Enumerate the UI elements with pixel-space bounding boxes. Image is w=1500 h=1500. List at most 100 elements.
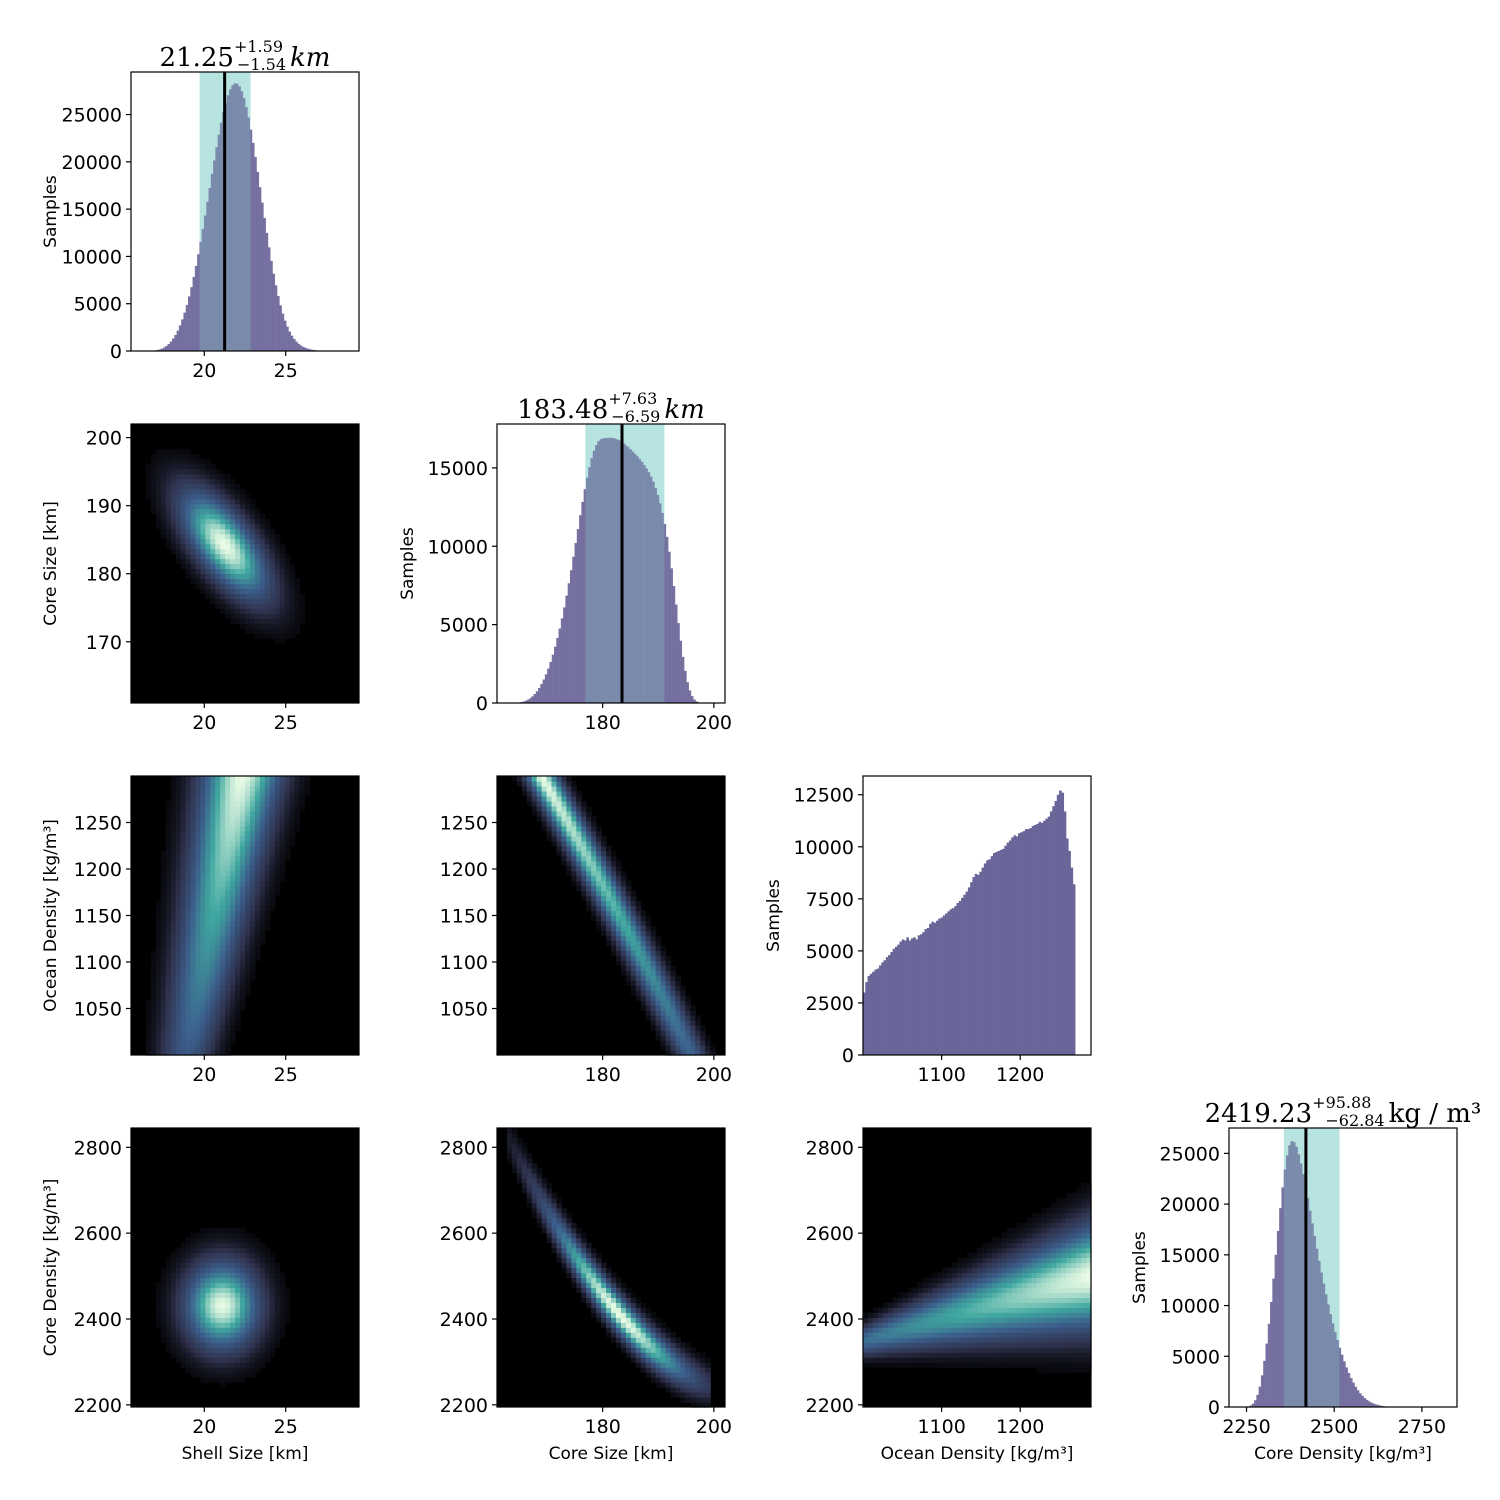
heatmap-cell: [210, 1030, 216, 1036]
y-tick-label: 0: [476, 693, 488, 715]
histogram-bar: [672, 586, 676, 703]
heatmap-cell: [630, 1297, 637, 1303]
heatmap-cell: [695, 1392, 701, 1398]
heatmap-cell: [1016, 1302, 1023, 1308]
heatmap-cell: [516, 1137, 523, 1144]
heatmap-cell: [531, 1162, 538, 1169]
heatmap-cell: [269, 1352, 276, 1358]
heatmap-cell: [200, 900, 206, 907]
heatmap-cell: [927, 1287, 933, 1294]
heatmap-cell: [907, 1362, 914, 1368]
heatmap-cell: [932, 1272, 938, 1279]
heatmap-cell: [165, 955, 172, 961]
heatmap-cell: [240, 845, 246, 852]
histogram-bar: [983, 863, 987, 1055]
histogram-bar: [881, 962, 884, 1055]
heatmap-cell: [264, 1332, 271, 1338]
heatmap-cell: [245, 920, 251, 927]
heatmap-cell: [576, 855, 582, 862]
heatmap-cell: [249, 578, 256, 585]
heatmap-cell: [240, 960, 246, 966]
heatmap-cell: [1001, 1347, 1008, 1353]
heatmap-cell: [240, 1287, 246, 1294]
heatmap-cell: [660, 980, 667, 986]
heatmap-cell: [155, 920, 162, 927]
histogram-bar: [240, 91, 244, 351]
heatmap-cell: [279, 558, 286, 565]
heatmap-cell: [225, 473, 231, 480]
heatmap-cell: [195, 573, 201, 580]
heatmap-cell: [259, 1347, 266, 1353]
heatmap-cell: [155, 1282, 162, 1289]
heatmap-cell: [235, 558, 241, 565]
heatmap-cell: [170, 1045, 177, 1051]
heatmap-cell: [645, 1327, 652, 1333]
heatmap-cell: [596, 1252, 602, 1259]
heatmap-cell: [259, 835, 266, 842]
heatmap-cell: [215, 1045, 221, 1051]
heatmap-cell: [952, 1307, 958, 1313]
heatmap-cell: [210, 1357, 216, 1363]
heatmap-cell: [521, 1177, 528, 1184]
histogram-bar: [967, 887, 971, 1055]
heatmap-cell: [294, 598, 301, 604]
heatmap-cell: [205, 920, 211, 927]
heatmap-cell: [546, 785, 553, 792]
heatmap-cell: [596, 1282, 602, 1289]
heatmap-cell: [170, 895, 177, 902]
heatmap-cell: [566, 790, 572, 797]
heatmap-cell: [185, 498, 192, 505]
heatmap-cell: [655, 970, 662, 976]
heatmap-cell: [155, 1010, 162, 1016]
heatmap-cell: [220, 523, 226, 530]
heatmap-cell: [210, 1267, 216, 1274]
heatmap-cell: [215, 1297, 221, 1303]
histogram-bar: [1006, 842, 1010, 1055]
heatmap-cell: [274, 1267, 281, 1274]
heatmap-cell: [195, 1347, 201, 1353]
histogram-bar: [263, 217, 266, 351]
heatmap-cell: [210, 965, 216, 971]
heatmap-cell: [249, 1332, 256, 1338]
heatmap-cell: [670, 970, 677, 976]
heatmap-cell: [1026, 1362, 1033, 1368]
heatmap-cell: [240, 528, 246, 535]
heatmap-cell: [225, 1247, 231, 1254]
heatmap-cell: [205, 1252, 211, 1259]
heatmap-cell: [200, 473, 206, 480]
heatmap-cell: [230, 608, 236, 614]
heatmap-cell: [274, 598, 281, 604]
heatmap-cell: [235, 533, 241, 540]
heatmap-cell: [1026, 1322, 1033, 1328]
heatmap-cell: [635, 905, 642, 912]
heatmap-cell: [932, 1317, 938, 1323]
heatmap-cell: [274, 890, 281, 897]
heatmap-cell: [611, 1302, 617, 1308]
heatmap-cell: [170, 1332, 177, 1338]
heatmap-cell: [526, 780, 533, 787]
heatmap-cell: [967, 1337, 973, 1343]
heatmap-cell: [665, 985, 672, 991]
heatmap-cell: [972, 1297, 978, 1303]
heatmap-cell: [611, 860, 617, 867]
heatmap-cell: [625, 880, 632, 887]
heatmap-cell: [269, 800, 276, 807]
heatmap-cell: [967, 1262, 973, 1269]
heatmap-cell: [225, 1267, 231, 1274]
heatmap-cell: [200, 835, 206, 842]
heatmap-cell: [586, 1262, 592, 1269]
heatmap-cell: [972, 1292, 978, 1298]
heatmap-cell: [240, 875, 246, 882]
heatmap-cell: [230, 503, 236, 510]
heatmap-cell: [932, 1342, 938, 1348]
heatmap-cell: [1031, 1242, 1038, 1249]
heatmap-cell: [635, 900, 642, 907]
heatmap-cell: [630, 1322, 637, 1328]
heatmap-cell: [882, 1332, 889, 1338]
heatmap-cell: [220, 1337, 226, 1343]
heatmap-cell: [215, 573, 221, 580]
heatmap-cell: [205, 900, 211, 907]
heatmap-cell: [230, 1307, 236, 1313]
heatmap-cell: [225, 825, 231, 832]
heatmap-cell: [660, 1005, 667, 1011]
